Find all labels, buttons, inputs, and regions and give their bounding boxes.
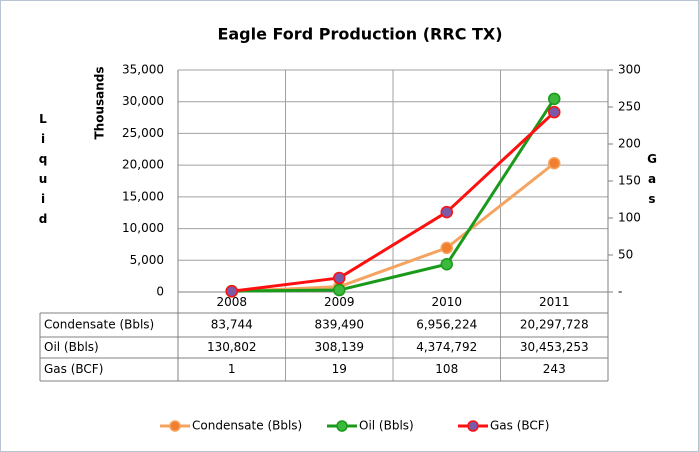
table-cell: 243 <box>543 362 566 376</box>
y-tick-label: 5,000 <box>130 253 164 267</box>
chart-title: Eagle Ford Production (RRC TX) <box>217 25 502 44</box>
table-cell: 839,490 <box>314 318 364 332</box>
y2-tick-label: 300 <box>618 63 641 77</box>
table-cell: 30,453,253 <box>520 340 589 354</box>
x-tick-label: 2009 <box>324 295 355 309</box>
y2-axis-label: Gas <box>645 152 659 212</box>
y-tick-label: 20,000 <box>122 158 164 172</box>
y-tick-label: 15,000 <box>122 189 164 203</box>
y2-tick-label: 100 <box>618 211 641 225</box>
data-point <box>225 285 238 298</box>
table-cell: 19 <box>332 362 347 376</box>
y-tick-label: 35,000 <box>122 63 164 77</box>
legend-marker <box>336 420 348 432</box>
y-axis-label: Liquid <box>36 112 50 232</box>
y-tick-label: 30,000 <box>122 94 164 108</box>
y2-tick-label: 50 <box>618 248 633 262</box>
y2-tick-label: - <box>618 285 622 299</box>
x-tick-label: 2011 <box>539 295 570 309</box>
series-line <box>231 111 556 293</box>
table-cell: 20,297,728 <box>520 318 589 332</box>
series-line <box>231 162 556 293</box>
table-cell: 6,956,224 <box>416 318 477 332</box>
legend-label: Oil (Bbls) <box>359 419 414 433</box>
data-point <box>548 92 561 106</box>
data-point <box>333 271 346 285</box>
data-point <box>333 283 346 297</box>
data-point <box>440 258 453 271</box>
table-cell: 108 <box>435 362 458 376</box>
table-cell: 130,802 <box>207 340 257 354</box>
y-unit-label: Thousands <box>93 66 107 139</box>
table-row-label: Gas (BCF) <box>44 362 103 376</box>
data-point <box>548 105 561 119</box>
y-tick-label: 25,000 <box>122 126 164 140</box>
data-point <box>548 157 561 170</box>
data-point <box>440 241 453 255</box>
legend-label: Gas (BCF) <box>490 419 549 433</box>
table-cell: 4,374,792 <box>416 340 477 354</box>
y2-tick-label: 200 <box>618 137 641 151</box>
legend-marker <box>467 420 479 432</box>
x-tick-label: 2008 <box>216 295 247 309</box>
table-cell: 308,139 <box>314 340 364 354</box>
y-tick-label: 10,000 <box>122 221 164 235</box>
legend-label: Condensate (Bbls) <box>192 419 302 433</box>
table-row-label: Condensate (Bbls) <box>44 318 154 332</box>
series-line <box>231 98 556 293</box>
table-cell: 1 <box>228 362 236 376</box>
table-cell: 83,744 <box>211 318 253 332</box>
data-point <box>440 205 453 219</box>
y-tick-label: 0 <box>156 285 164 299</box>
y2-tick-label: 150 <box>618 174 641 188</box>
table-row-label: Oil (Bbls) <box>44 340 99 354</box>
y2-tick-label: 250 <box>618 100 641 114</box>
legend-marker <box>169 420 181 432</box>
x-tick-label: 2010 <box>431 295 462 309</box>
